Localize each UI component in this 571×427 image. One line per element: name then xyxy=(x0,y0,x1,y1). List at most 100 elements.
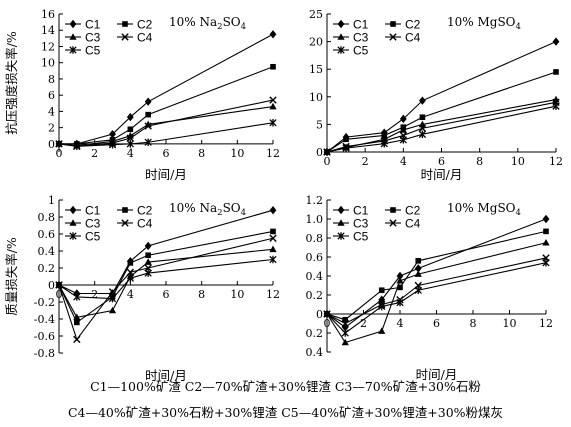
legend-marker xyxy=(69,232,77,240)
data-point-c4 xyxy=(269,96,277,104)
legend-label-c3: C3 xyxy=(85,217,101,231)
y-tick-label: 6 xyxy=(48,89,55,102)
data-point-c5 xyxy=(144,138,152,147)
x-tick-label: 6 xyxy=(163,288,170,301)
legend-marker xyxy=(389,219,397,227)
y-tick-label: 8 xyxy=(48,73,55,86)
data-point-c4 xyxy=(341,319,349,328)
y-tick-label: 0.6 xyxy=(38,228,56,241)
series-line-c4 xyxy=(326,101,557,153)
legend-marker xyxy=(337,33,345,40)
data-point-c5 xyxy=(73,142,81,151)
y-tick-label: 0 xyxy=(48,279,55,292)
data-point-c5 xyxy=(418,130,427,139)
series-line-c4 xyxy=(58,237,274,341)
x-axis-label: 时间/月 xyxy=(421,167,463,182)
y-tick-label: 0.2 xyxy=(38,262,56,275)
x-tick-label: 12 xyxy=(539,317,553,330)
data-point-c1 xyxy=(542,214,550,224)
data-point-c4 xyxy=(418,124,427,132)
data-point-c2 xyxy=(378,287,385,294)
data-point-c3 xyxy=(269,245,277,253)
legend-marker xyxy=(337,19,345,29)
data-point-c5 xyxy=(126,140,134,148)
legend-marker xyxy=(69,46,77,54)
x-tick-label: 10 xyxy=(230,147,244,160)
data-point-c5 xyxy=(341,329,349,337)
data-point-c3 xyxy=(414,270,422,277)
y-tick-label: 10 xyxy=(309,91,323,104)
data-point-c5 xyxy=(126,274,134,282)
data-point-c5 xyxy=(396,298,404,307)
x-tick-label: 12 xyxy=(266,147,280,160)
data-point-c5 xyxy=(73,293,81,301)
legend-label-c1: C1 xyxy=(353,18,369,32)
legend-marker xyxy=(69,219,77,226)
x-tick-label: 2 xyxy=(91,288,98,301)
data-point-c2 xyxy=(145,252,151,259)
y-tick-label: 0.2 xyxy=(306,289,324,302)
y-tick-label: 0.4 xyxy=(306,270,324,283)
panel-title: 10% MgSO4 xyxy=(447,15,521,32)
x-tick-label: 8 xyxy=(198,288,205,301)
data-point-c3 xyxy=(269,102,277,110)
data-point-c3 xyxy=(341,338,349,346)
data-point-c1 xyxy=(378,295,386,304)
panel-title: 10% Na2SO4 xyxy=(169,15,246,32)
x-tick-label: 12 xyxy=(266,288,280,301)
legend-label-c4: C4 xyxy=(137,31,153,45)
data-point-c2 xyxy=(553,69,559,75)
legend-label-c5: C5 xyxy=(85,230,101,244)
legend-label-c3: C3 xyxy=(85,31,101,45)
legend-marker xyxy=(389,33,397,41)
data-point-c1 xyxy=(341,323,349,332)
data-point-c5 xyxy=(323,310,331,318)
x-tick-label: 0 xyxy=(56,147,63,160)
legend-label-c1: C1 xyxy=(85,204,101,218)
data-point-c2 xyxy=(127,260,134,266)
data-point-c2 xyxy=(127,126,134,133)
y-tick-label: 1.0 xyxy=(306,213,324,226)
data-point-c2 xyxy=(270,228,276,235)
x-tick-label: 6 xyxy=(433,317,440,330)
legend-marker xyxy=(69,205,77,215)
y-tick-label: -0.6 xyxy=(34,330,55,343)
x-tick-label: 12 xyxy=(549,155,563,168)
data-point-c1 xyxy=(144,241,152,251)
data-point-c5 xyxy=(55,140,63,148)
y-tick-label: 4 xyxy=(48,105,55,118)
y-tick-label: 5 xyxy=(316,118,323,131)
data-point-c3 xyxy=(399,126,407,133)
y-tick-label: 25 xyxy=(309,8,323,21)
y-tick-label: 2 xyxy=(48,122,55,135)
data-point-c5 xyxy=(269,118,277,127)
series-line-c2 xyxy=(59,66,274,145)
legend-label-c5: C5 xyxy=(353,44,369,58)
data-point-c1 xyxy=(419,96,426,105)
data-point-c2 xyxy=(74,319,80,326)
data-point-c3 xyxy=(396,276,404,284)
y-tick-label: 0.2 xyxy=(306,327,324,340)
data-point-c5 xyxy=(323,148,331,156)
chart-panel-2: 0 5 10 15 20 25 0 2 4 6 8 10 12 C1 C2 C3 C4 C5 10% MgSO4 时间… xyxy=(309,8,563,182)
series-line-c4 xyxy=(326,257,547,325)
x-tick-label: 0 xyxy=(324,317,331,330)
legend-label-c1: C1 xyxy=(353,204,369,218)
x-tick-label: 8 xyxy=(198,147,205,160)
legend-label-c2: C2 xyxy=(137,204,153,218)
data-point-c4 xyxy=(126,268,135,276)
data-point-c5 xyxy=(144,269,152,277)
data-point-c2 xyxy=(543,228,549,235)
data-point-c2 xyxy=(419,114,426,121)
data-point-c3 xyxy=(108,306,117,314)
data-point-c3 xyxy=(144,258,152,265)
y-tick-label: 0.8 xyxy=(38,211,56,224)
y-tick-label: 0 xyxy=(316,308,323,321)
data-point-c1 xyxy=(269,206,277,215)
y-tick-label: -0.8 xyxy=(34,347,55,360)
series-line-c3 xyxy=(58,248,274,318)
legend-label-c2: C2 xyxy=(405,18,421,32)
